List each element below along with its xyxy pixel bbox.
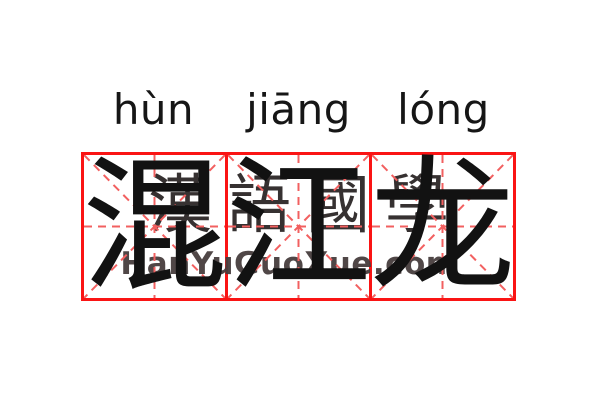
pinyin-syllable-1: hùn bbox=[112, 85, 195, 134]
rice-grid-guides-icon bbox=[372, 155, 513, 298]
watermark-url-text: HanYuGuoXue.com bbox=[120, 246, 459, 282]
character-grid: 混 江 龙 漢語國學 HanYuGuoXue.com bbox=[81, 152, 516, 301]
grid-cell-2: 江 bbox=[225, 152, 372, 301]
pinyin-row: hùn jiāng lóng bbox=[81, 86, 516, 134]
grid-cell-1: 混 bbox=[81, 152, 228, 301]
pinyin-syllable-2: jiāng bbox=[246, 85, 351, 134]
pinyin-syllable-3: lóng bbox=[397, 85, 490, 134]
grid-cell-3: 龙 bbox=[369, 152, 516, 301]
rice-grid-guides-icon bbox=[228, 155, 369, 298]
rice-grid-guides-icon bbox=[84, 155, 225, 298]
